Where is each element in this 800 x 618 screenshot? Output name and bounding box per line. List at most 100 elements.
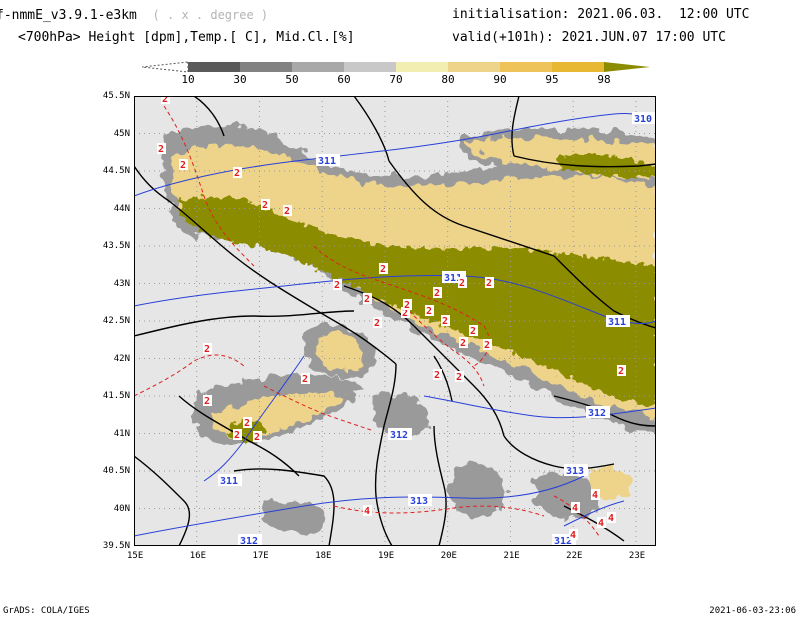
colorbar-swatch [240,62,292,72]
temp-label-bg [403,299,412,310]
temperature-label: 2 [374,318,380,329]
temp-label-bg [379,263,388,274]
longitude-label: 16E [189,551,206,561]
longitude-label: 21E [503,551,520,561]
height-label: 312 [240,536,258,546]
temp-label-bg [363,293,372,304]
contour-labels: 310 311 311 311 311 312 312 312 313 313 … [157,96,656,546]
temperature-label: 2 [302,374,308,385]
height-label: 311 [608,317,626,328]
colorbar-low-end [142,61,189,73]
temperature-label: 2 [434,288,440,299]
temp-label-bg [459,337,468,348]
latitude-label: 41N [113,428,130,439]
temp-label-bg [469,325,478,336]
height-label: 312 [588,408,606,419]
colorbar-label: 90 [493,73,506,84]
longitude-label: 22E [566,551,583,561]
longitude-label: 15E [127,551,144,561]
temp-label-bg [569,529,578,540]
temperature-label: 2 [284,206,290,217]
longitude-label: 20E [440,551,457,561]
temperature-label: 2 [180,160,186,171]
temperature-label: 2 [364,294,370,305]
colorbar-label: 30 [233,73,246,84]
temp-label-bg [433,369,442,380]
coastlines-and-borders [134,96,656,546]
latitude-label: 44N [113,203,130,214]
temperature-label: 2 [334,280,340,291]
colorbar-swatch [344,62,396,72]
temp-label-bg [597,517,606,528]
latitude-label: 45.5N [102,91,130,101]
initialisation-label: initialisation: [452,7,570,22]
height-label: 313 [566,466,584,477]
temp-label-bg [233,167,242,178]
latitude-label: 43N [113,278,130,289]
temp-label-bg [243,417,252,428]
temp-label-bg [485,277,494,288]
software-credit: GrADS: COLA/IGES [3,606,90,616]
temp-label-bg [253,431,262,442]
temp-label-bg [203,343,212,354]
colorbar-swatch [396,62,448,72]
temp-label-bg [425,305,434,316]
height-contour-labels: 310 311 311 311 311 312 312 312 313 313 … [218,112,656,546]
temp-label-bg [157,143,166,154]
map-border [134,96,656,546]
temp-label-bg [607,512,616,523]
cloud-cover-colorbar: 10 30 50 60 70 80 90 95 98 [142,61,650,84]
height-contours [134,113,656,537]
temp-label-bg [571,502,580,513]
temperature-label: 2 [470,326,476,337]
latitude-label: 39.5N [102,541,130,551]
longitude-label: 18E [315,551,332,561]
temp-label-bg [233,429,242,440]
temperature-label: 2 [254,432,260,443]
longitude-label: 17E [252,551,269,561]
latitude-label: 40N [113,503,130,514]
height-label: 313 [410,496,428,507]
temp-label-bg [161,96,170,104]
valid-value: 2021.JUN.07 17:00 UTC [561,30,726,45]
temp-label-bg [373,317,382,328]
latitude-label: 45N [113,128,130,139]
temp-label-bg [455,371,464,382]
colorbar-swatch [292,62,344,72]
temp-label-bg [301,373,310,384]
valid-time-line: valid(+101h): 2021.JUN.07 17:00 UTC [452,30,726,46]
temp-label-bg [179,159,188,170]
temp-label-bg [401,307,410,318]
temperature-label: 2 [162,96,168,105]
latitude-label: 43.5N [102,241,130,251]
temp-label-bg [483,339,492,350]
temp-label-bg [283,205,292,216]
colorbar-swatch [448,62,500,72]
latitude-label: 41.5N [102,391,130,401]
temperature-label: 2 [460,338,466,349]
latitude-label: 42N [113,353,130,364]
temperature-label: 2 [234,430,240,441]
colorbar-label: 60 [337,73,350,84]
temperature-label: 2 [158,144,164,155]
initialisation-value: 2021.06.03. 12:00 UTC [577,7,750,22]
temperature-label: 2 [234,168,240,179]
colorbar-label: 98 [597,73,610,84]
temperature-label: 4 [608,513,614,524]
model-name: f-nmmE_v3.9.1-e3km [0,8,137,23]
temperature-label: 2 [456,372,462,383]
colorbar-label: 50 [285,73,298,84]
temperature-label: 2 [484,340,490,351]
field-description: <700hPa> Height [dpm],Temp.[ C], Mid.Cl.… [18,30,355,45]
temp-label-bg [203,395,212,406]
temperature-label: 2 [618,366,624,377]
longitude-label: 19E [377,551,395,561]
colorbar-label: 80 [441,73,454,84]
colorbar-swatch [500,62,552,72]
temperature-label: 2 [244,418,250,429]
mid-cloud-cover-shading [163,125,656,533]
latitude-label: 42.5N [102,316,130,326]
temperature-label: 2 [380,264,386,275]
temp-label-bg [458,277,467,288]
